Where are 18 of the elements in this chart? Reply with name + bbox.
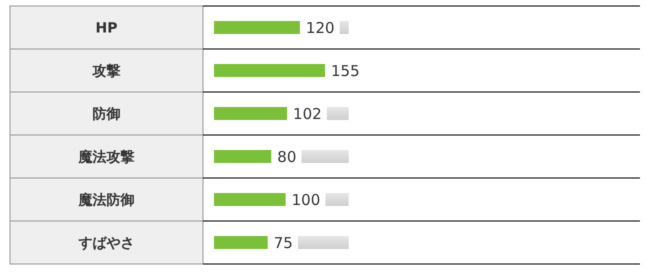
bar bbox=[214, 107, 288, 120]
data-label: 102 bbox=[293, 104, 322, 123]
data-label: 80 bbox=[277, 148, 296, 166]
y-tick-label: 攻撃 bbox=[92, 63, 120, 80]
y-tick-label: 防御 bbox=[92, 105, 120, 122]
data-label: 155 bbox=[331, 62, 360, 80]
bar bbox=[214, 21, 300, 34]
bar bbox=[214, 236, 268, 249]
y-tick-label: すばやさ bbox=[78, 235, 134, 252]
y-tick-label: 魔法防御 bbox=[78, 191, 134, 208]
data-label: 75 bbox=[274, 234, 293, 252]
bar bbox=[214, 64, 325, 77]
bar bbox=[214, 193, 286, 206]
data-label: 120 bbox=[306, 18, 335, 37]
data-label: 100 bbox=[292, 190, 320, 209]
y-tick-label: HP bbox=[96, 20, 118, 36]
y-tick-label: 魔法攻撃 bbox=[78, 148, 134, 166]
bar bbox=[214, 150, 272, 163]
